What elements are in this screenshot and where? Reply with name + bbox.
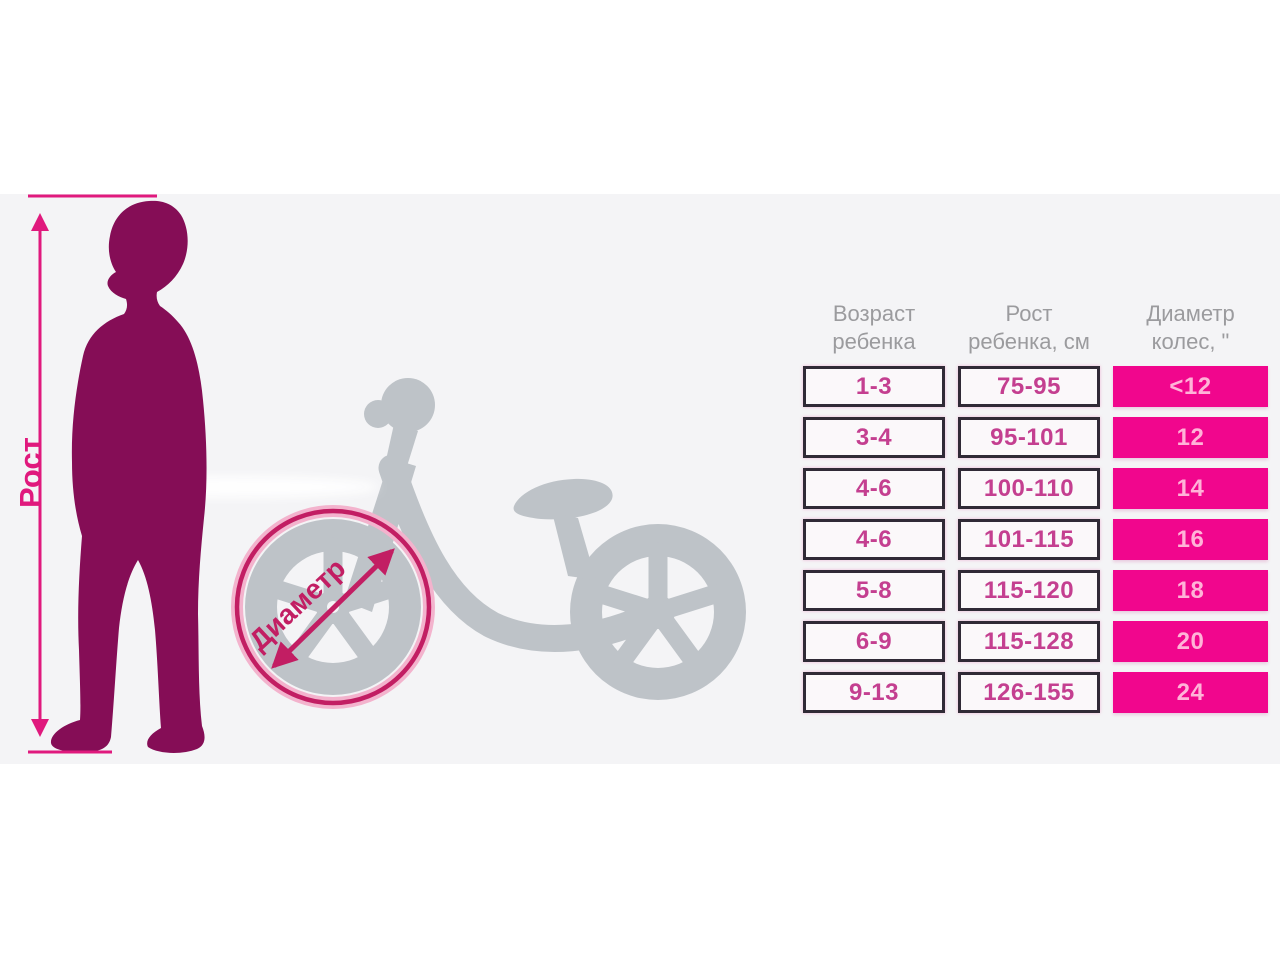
col-header-height: Рост ребенка, см xyxy=(968,300,1090,354)
child-silhouette xyxy=(50,200,207,753)
diameter-cell: 24 xyxy=(1113,672,1268,713)
size-table: Возраст ребенка Рост ребенка, см Диаметр… xyxy=(803,300,1268,713)
size-illustration: Рост Диаметр xyxy=(13,194,746,754)
age-cell: 3-4 xyxy=(803,417,945,458)
age-cell: 4-6 xyxy=(803,468,945,509)
height-cell: 101-115 xyxy=(958,519,1100,560)
diameter-cell: 16 xyxy=(1113,519,1268,560)
diameter-arrow xyxy=(271,548,395,669)
age-cell: 6-9 xyxy=(803,621,945,662)
age-cell: 4-6 xyxy=(803,519,945,560)
age-cell: 9-13 xyxy=(803,672,945,713)
height-cell: 75-95 xyxy=(958,366,1100,407)
diameter-cell: 18 xyxy=(1113,570,1268,611)
col-header-diameter: Диаметр колес, " xyxy=(1146,300,1235,354)
diameter-ring xyxy=(234,508,432,706)
seat-post xyxy=(552,512,596,580)
saddle xyxy=(513,478,613,520)
age-cell: 5-8 xyxy=(803,570,945,611)
height-cell: 100-110 xyxy=(958,468,1100,509)
diameter-cell: 12 xyxy=(1113,417,1268,458)
col-header-age: Возраст ребенка xyxy=(832,300,916,354)
age-cell: 1-3 xyxy=(803,366,945,407)
diameter-cell: 20 xyxy=(1113,621,1268,662)
height-cell: 115-128 xyxy=(958,621,1100,662)
height-cell: 115-120 xyxy=(958,570,1100,611)
balance-bike-silhouette xyxy=(245,378,746,700)
diameter-cell: <12 xyxy=(1113,366,1268,407)
height-measure xyxy=(28,194,157,754)
height-cell: 95-101 xyxy=(958,417,1100,458)
diameter-cell: 14 xyxy=(1113,468,1268,509)
height-cell: 126-155 xyxy=(958,672,1100,713)
frame-tube xyxy=(378,454,670,652)
height-label: Рост xyxy=(13,437,48,508)
